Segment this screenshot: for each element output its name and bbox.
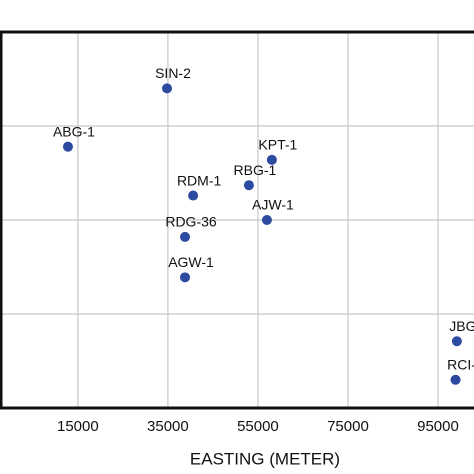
point	[180, 231, 191, 242]
point	[450, 374, 461, 385]
point-label: ABG-1	[53, 123, 95, 139]
point-label: RCI-	[447, 357, 474, 373]
point	[188, 190, 199, 201]
point	[261, 215, 272, 225]
point	[451, 336, 462, 347]
point-label: JBG	[449, 318, 474, 334]
point	[266, 154, 277, 165]
point-label: RBG-1	[234, 162, 277, 178]
x-tick-label: 55000	[237, 418, 279, 435]
point-label: KPT-1	[258, 137, 297, 153]
point	[243, 180, 254, 191]
point-label: SIN-2	[155, 65, 191, 81]
x-tick-label: 75000	[327, 418, 369, 435]
point	[162, 83, 173, 94]
x-tick-label: 35000	[147, 418, 189, 435]
point	[180, 272, 191, 283]
point-label: RDM-1	[177, 172, 222, 188]
x-tick-label: 95000	[417, 418, 459, 435]
x-axis-title: EASTING (METER)	[190, 449, 340, 468]
point-label: AGW-1	[168, 254, 214, 270]
point-label: AJW-1	[252, 197, 294, 213]
point	[62, 141, 73, 152]
x-tick-label: 15000	[57, 418, 99, 435]
point-label: RDG-36	[165, 214, 217, 230]
